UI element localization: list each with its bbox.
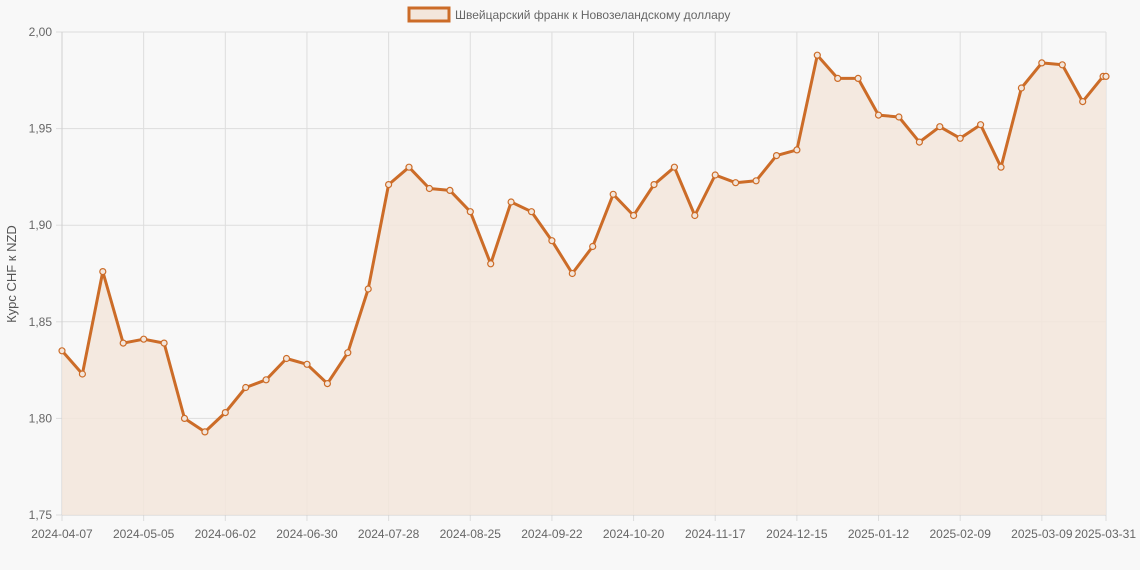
data-point	[323, 380, 331, 388]
data-point	[221, 409, 229, 417]
data-point	[629, 211, 638, 220]
x-tick-label: 2025-03-31	[1075, 527, 1137, 541]
data-point	[609, 190, 617, 198]
data-point	[119, 339, 127, 347]
data-point	[99, 268, 107, 276]
data-point	[1017, 84, 1026, 92]
data-point	[793, 146, 801, 154]
x-tick-label: 2024-08-25	[440, 527, 502, 541]
data-point	[936, 123, 944, 131]
data-point	[242, 383, 250, 392]
data-point	[507, 198, 515, 206]
x-tick-label: 2024-10-20	[603, 527, 665, 541]
data-point	[568, 269, 576, 278]
y-tick-label: 1,95	[29, 122, 53, 136]
data-point	[589, 242, 597, 251]
y-axis-label: Курс CHF к NZD	[4, 225, 19, 323]
data-point	[548, 237, 556, 245]
data-point	[201, 428, 209, 436]
data-point	[895, 113, 903, 121]
data-point	[731, 179, 740, 187]
y-tick-label: 1,80	[29, 411, 53, 425]
y-tick-label: 1,90	[29, 218, 53, 232]
data-point	[1102, 72, 1110, 81]
data-point	[527, 208, 536, 216]
x-tick-label: 2025-02-09	[929, 527, 991, 541]
x-tick-label: 2024-07-28	[358, 527, 420, 541]
y-tick-label: 1,75	[29, 508, 53, 522]
data-points-layer	[58, 51, 1110, 436]
data-point	[466, 208, 474, 216]
x-tick-label: 2024-09-22	[521, 527, 583, 541]
y-tick-label: 1,85	[29, 315, 53, 329]
data-point	[1038, 59, 1046, 67]
data-point	[752, 177, 760, 185]
legend-label: Швейцарский франк к Новозеландскому долл…	[455, 8, 730, 22]
area-fill-layer	[62, 55, 1106, 515]
data-point	[976, 121, 985, 129]
data-point	[1079, 97, 1087, 106]
data-point	[670, 163, 679, 171]
data-point	[854, 74, 862, 83]
data-point	[487, 260, 495, 268]
x-tick-label: 2025-03-09	[1011, 527, 1073, 541]
data-point	[956, 134, 964, 142]
data-point	[282, 354, 291, 363]
x-tick-label: 2025-01-12	[848, 527, 910, 541]
data-point	[711, 171, 719, 179]
y-axis-ticks: 1,75 1,80 1,85 1,90 1,95 2,00	[29, 25, 53, 522]
x-tick-label: 2024-06-30	[276, 527, 338, 541]
data-point	[874, 111, 883, 119]
data-point	[813, 51, 821, 59]
legend-swatch	[407, 6, 451, 23]
data-point	[344, 349, 352, 357]
data-point	[772, 152, 781, 160]
data-point	[691, 211, 699, 220]
x-axis-ticks: 2024-04-07 2024-05-05 2024-06-02 2024-06-30…	[31, 527, 1136, 541]
data-point	[834, 74, 842, 83]
x-tick-label: 2024-11-17	[685, 527, 746, 541]
data-point	[364, 285, 372, 293]
data-point	[180, 414, 189, 422]
data-point	[262, 376, 270, 384]
data-point	[58, 347, 66, 355]
data-point	[303, 360, 311, 368]
x-tick-label: 2024-12-15	[766, 527, 828, 541]
x-tick-label: 2024-04-07	[31, 527, 93, 541]
data-point	[425, 184, 433, 193]
data-point	[915, 138, 924, 146]
x-tick-label: 2024-05-05	[113, 527, 175, 541]
data-point	[997, 163, 1005, 171]
data-point	[385, 181, 393, 189]
data-point	[405, 163, 413, 171]
data-point	[140, 335, 148, 343]
data-point	[650, 181, 658, 189]
x-tick-label: 2024-06-02	[195, 527, 257, 541]
data-point	[1058, 61, 1066, 69]
legend[interactable]: Швейцарский франк к Новозеландскому долл…	[407, 6, 730, 23]
data-point	[78, 370, 87, 378]
y-tick-label: 2,00	[29, 25, 53, 39]
data-point	[160, 339, 168, 347]
data-point	[446, 186, 454, 194]
series-area	[62, 55, 1106, 515]
